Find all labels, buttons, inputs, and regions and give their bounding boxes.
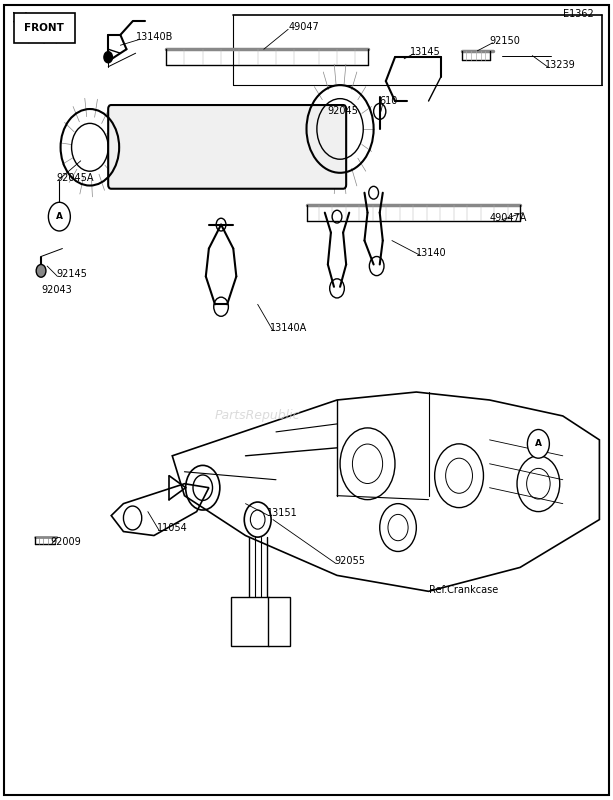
- Text: 92145: 92145: [56, 269, 87, 279]
- Text: 13140A: 13140A: [270, 323, 307, 334]
- Text: 610: 610: [379, 96, 398, 106]
- Circle shape: [527, 430, 549, 458]
- Text: 92043: 92043: [41, 285, 72, 295]
- Text: 13151: 13151: [267, 508, 297, 518]
- Text: 49047: 49047: [288, 22, 319, 32]
- Text: 92055: 92055: [334, 556, 365, 566]
- FancyBboxPatch shape: [13, 13, 75, 43]
- Text: E1362: E1362: [563, 10, 593, 19]
- FancyBboxPatch shape: [268, 597, 290, 646]
- Text: PartsRepublic: PartsRepublic: [215, 410, 300, 422]
- Text: 92045A: 92045A: [56, 174, 94, 183]
- Text: Ref.Crankcase: Ref.Crankcase: [428, 585, 498, 594]
- Text: 13140: 13140: [416, 247, 447, 258]
- Text: 13140B: 13140B: [135, 32, 173, 42]
- Text: 13239: 13239: [544, 60, 575, 70]
- FancyBboxPatch shape: [108, 105, 346, 189]
- FancyBboxPatch shape: [232, 597, 268, 646]
- Text: FRONT: FRONT: [24, 22, 64, 33]
- Text: 92045: 92045: [328, 106, 359, 116]
- Text: 13145: 13145: [410, 47, 441, 58]
- Text: A: A: [56, 212, 63, 221]
- Text: 92009: 92009: [50, 537, 81, 547]
- Text: 11054: 11054: [157, 522, 188, 533]
- Circle shape: [48, 202, 70, 231]
- Circle shape: [104, 52, 112, 62]
- Text: 92150: 92150: [490, 36, 520, 46]
- Text: A: A: [535, 439, 542, 448]
- Text: 49047A: 49047A: [490, 214, 527, 223]
- Circle shape: [36, 265, 46, 278]
